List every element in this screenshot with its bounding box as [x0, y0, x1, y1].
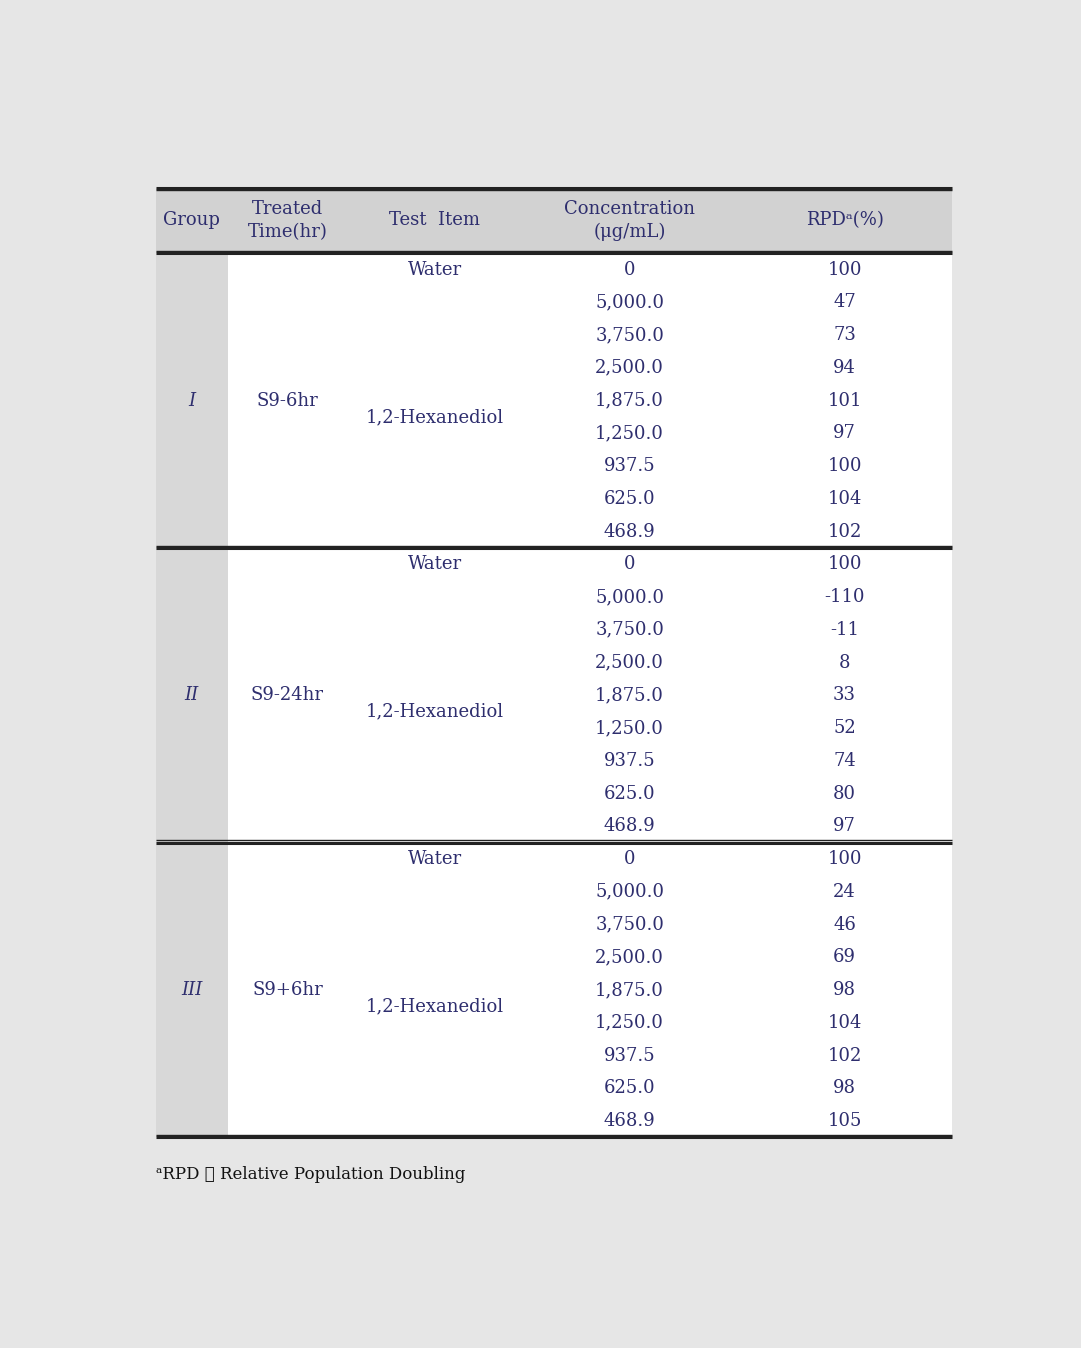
- Text: Treated
Time(hr): Treated Time(hr): [248, 200, 328, 241]
- Text: 46: 46: [833, 915, 856, 934]
- Text: Water: Water: [408, 260, 462, 279]
- Text: 2,500.0: 2,500.0: [596, 359, 664, 377]
- Text: 937.5: 937.5: [604, 1046, 655, 1065]
- Bar: [156, 547, 228, 842]
- Text: 625.0: 625.0: [604, 1080, 655, 1097]
- Text: 3,750.0: 3,750.0: [596, 621, 664, 639]
- Text: 1,2-Hexanediol: 1,2-Hexanediol: [365, 998, 504, 1015]
- Text: 100: 100: [827, 851, 862, 868]
- Text: -110: -110: [824, 588, 865, 607]
- Text: 33: 33: [833, 686, 856, 704]
- Bar: [156, 842, 228, 1138]
- Text: 0: 0: [624, 851, 636, 868]
- Text: 97: 97: [833, 425, 856, 442]
- Text: 2,500.0: 2,500.0: [596, 654, 664, 671]
- Text: 1,2-Hexanediol: 1,2-Hexanediol: [365, 702, 504, 721]
- Text: 73: 73: [833, 326, 856, 344]
- Text: 1,875.0: 1,875.0: [596, 981, 664, 999]
- Text: 98: 98: [833, 981, 856, 999]
- Text: 5,000.0: 5,000.0: [596, 588, 664, 607]
- Text: 1,250.0: 1,250.0: [596, 425, 664, 442]
- Text: Water: Water: [408, 555, 462, 573]
- Text: 1,875.0: 1,875.0: [596, 391, 664, 410]
- Text: 468.9: 468.9: [604, 523, 655, 541]
- Text: 104: 104: [827, 489, 862, 508]
- Text: 24: 24: [833, 883, 856, 900]
- Text: 104: 104: [827, 1014, 862, 1031]
- Text: 0: 0: [624, 555, 636, 573]
- Text: 5,000.0: 5,000.0: [596, 294, 664, 311]
- Text: 625.0: 625.0: [604, 489, 655, 508]
- Text: 468.9: 468.9: [604, 817, 655, 836]
- Text: 468.9: 468.9: [604, 1112, 655, 1130]
- Bar: [156, 187, 952, 253]
- Text: III: III: [182, 981, 202, 999]
- Text: 1,250.0: 1,250.0: [596, 718, 664, 737]
- Text: 2,500.0: 2,500.0: [596, 949, 664, 967]
- Text: 101: 101: [827, 391, 862, 410]
- Text: RPDᵃ(%): RPDᵃ(%): [805, 212, 883, 229]
- Text: 105: 105: [827, 1112, 862, 1130]
- Text: S9-6hr: S9-6hr: [256, 391, 318, 410]
- Text: 52: 52: [833, 718, 856, 737]
- Text: 1,250.0: 1,250.0: [596, 1014, 664, 1031]
- Text: 100: 100: [827, 555, 862, 573]
- Text: II: II: [185, 686, 199, 704]
- Text: 1,875.0: 1,875.0: [596, 686, 664, 704]
- Text: 47: 47: [833, 294, 856, 311]
- Text: 3,750.0: 3,750.0: [596, 915, 664, 934]
- Text: 100: 100: [827, 260, 862, 279]
- Text: 94: 94: [833, 359, 856, 377]
- Text: 80: 80: [833, 785, 856, 802]
- Text: 3,750.0: 3,750.0: [596, 326, 664, 344]
- Text: 98: 98: [833, 1080, 856, 1097]
- Text: 100: 100: [827, 457, 862, 474]
- Text: 8: 8: [839, 654, 851, 671]
- Text: 102: 102: [827, 1046, 862, 1065]
- Text: 0: 0: [624, 260, 636, 279]
- Bar: [156, 253, 228, 547]
- Text: ᵃRPD ： Relative Population Doubling: ᵃRPD ： Relative Population Doubling: [156, 1166, 466, 1182]
- Text: 97: 97: [833, 817, 856, 836]
- Text: -11: -11: [830, 621, 859, 639]
- Text: 937.5: 937.5: [604, 752, 655, 770]
- Text: Test  Item: Test Item: [389, 212, 480, 229]
- Text: S9+6hr: S9+6hr: [252, 981, 323, 999]
- Text: 74: 74: [833, 752, 856, 770]
- Text: 5,000.0: 5,000.0: [596, 883, 664, 900]
- Text: 69: 69: [833, 949, 856, 967]
- Text: 102: 102: [827, 523, 862, 541]
- Text: S9-24hr: S9-24hr: [251, 686, 324, 704]
- Text: Concentration
(μg/mL): Concentration (μg/mL): [564, 200, 695, 241]
- Text: 937.5: 937.5: [604, 457, 655, 474]
- Text: I: I: [188, 391, 196, 410]
- Text: Water: Water: [408, 851, 462, 868]
- Text: 1,2-Hexanediol: 1,2-Hexanediol: [365, 408, 504, 426]
- Text: 625.0: 625.0: [604, 785, 655, 802]
- Text: Group: Group: [163, 212, 221, 229]
